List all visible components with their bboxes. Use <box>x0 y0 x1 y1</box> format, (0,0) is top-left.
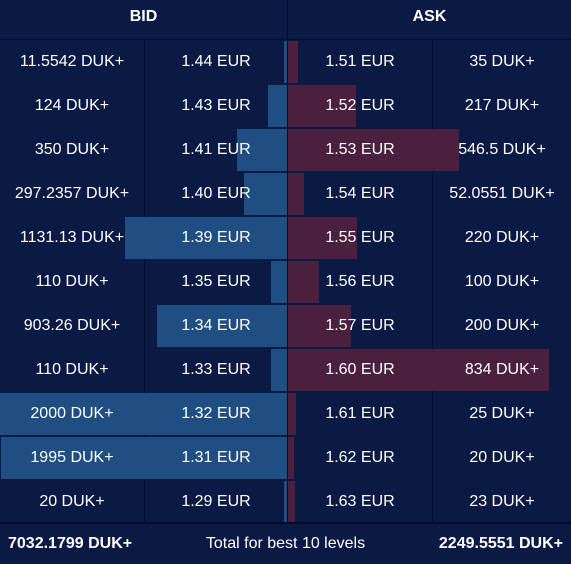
ask-price: 1.62 EUR <box>325 449 395 466</box>
bid-price: 1.29 EUR <box>181 493 251 510</box>
ask-depth-bar <box>288 129 459 171</box>
ask-size: 220 DUK+ <box>464 229 540 246</box>
center-divider <box>287 0 288 522</box>
bid-price: 1.41 EUR <box>181 141 251 158</box>
bid-size: 903.26 DUK+ <box>23 317 121 334</box>
order-book-row[interactable]: 350 DUK+ 1.41 EUR 1.53 EUR 546.5 DUK+ <box>0 128 571 172</box>
bid-price: 1.43 EUR <box>181 97 251 114</box>
bid-depth-bar <box>284 41 287 83</box>
ask-price: 1.63 EUR <box>325 493 395 510</box>
ask-size: 217 DUK+ <box>464 97 540 114</box>
bid-price: 1.35 EUR <box>181 273 251 290</box>
order-book-row[interactable]: 124 DUK+ 1.43 EUR 1.52 EUR 217 DUK+ <box>0 84 571 128</box>
order-book-row[interactable]: 110 DUK+ 1.35 EUR 1.56 EUR 100 DUK+ <box>0 260 571 304</box>
ask-price: 1.51 EUR <box>325 53 395 70</box>
ask-size: 35 DUK+ <box>469 53 535 70</box>
ask-column-divider <box>432 40 433 522</box>
ask-total: 2249.5551 DUK+ <box>438 535 563 552</box>
ask-depth-bar <box>288 305 351 347</box>
bid-size: 110 DUK+ <box>35 361 109 378</box>
ask-depth-bar <box>288 173 304 215</box>
ask-column-header[interactable]: ASK <box>412 8 447 25</box>
bid-size: 11.5542 DUK+ <box>19 53 125 70</box>
ask-size: 20 DUK+ <box>469 449 535 466</box>
bid-price: 1.44 EUR <box>181 53 251 70</box>
bid-size: 20 DUK+ <box>39 493 105 510</box>
ask-depth-bar <box>288 41 298 83</box>
ask-price: 1.52 EUR <box>325 97 395 114</box>
bid-depth-bar <box>284 481 287 523</box>
bid-size: 1995 DUK+ <box>30 449 114 466</box>
ask-price: 1.53 EUR <box>325 141 395 158</box>
order-book-row[interactable]: 20 DUK+ 1.29 EUR 1.63 EUR 23 DUK+ <box>0 480 571 524</box>
bid-depth-bar <box>157 305 287 347</box>
bid-column-header[interactable]: BID <box>129 8 158 25</box>
ask-depth-bar <box>288 261 319 303</box>
bid-size: 1131.13 DUK+ <box>19 229 125 246</box>
bid-size: 110 DUK+ <box>35 273 109 290</box>
ask-price: 1.56 EUR <box>325 273 395 290</box>
bid-size: 124 DUK+ <box>34 97 110 114</box>
ask-depth-bar <box>288 217 357 259</box>
ask-price: 1.55 EUR <box>325 229 395 246</box>
ask-depth-bar <box>288 85 356 127</box>
bid-price: 1.39 EUR <box>181 229 251 246</box>
order-book-row[interactable]: 1995 DUK+ 1.31 EUR 1.62 EUR 20 DUK+ <box>0 436 571 480</box>
total-label: Total for best 10 levels <box>205 535 366 552</box>
order-book-row[interactable]: 110 DUK+ 1.33 EUR 1.60 EUR 834 DUK+ <box>0 348 571 392</box>
order-book-row[interactable]: 2000 DUK+ 1.32 EUR 1.61 EUR 25 DUK+ <box>0 392 571 436</box>
ask-size: 200 DUK+ <box>464 317 540 334</box>
bid-column-divider <box>144 40 145 522</box>
bid-price: 1.33 EUR <box>181 361 251 378</box>
bid-size: 350 DUK+ <box>34 141 110 158</box>
bid-size: 297.2357 DUK+ <box>14 185 130 202</box>
bid-depth-bar <box>237 129 287 171</box>
ask-size: 25 DUK+ <box>469 405 535 422</box>
bid-depth-bar <box>268 85 287 127</box>
ask-size: 23 DUK+ <box>469 493 535 510</box>
ask-price: 1.57 EUR <box>325 317 395 334</box>
bid-price: 1.40 EUR <box>181 185 251 202</box>
bid-price: 1.32 EUR <box>181 405 251 422</box>
ask-size: 100 DUK+ <box>464 273 540 290</box>
order-book-row[interactable]: 11.5542 DUK+ 1.44 EUR 1.51 EUR 35 DUK+ <box>0 40 571 84</box>
bid-depth-bar <box>244 173 287 215</box>
bid-total: 7032.1799 DUK+ <box>8 535 133 552</box>
ask-price: 1.60 EUR <box>325 361 395 378</box>
ask-size: 546.5 DUK+ <box>458 141 546 158</box>
order-book-row[interactable]: 297.2357 DUK+ 1.40 EUR 1.54 EUR 52.0551 DUK… <box>0 172 571 216</box>
ask-depth-bar <box>288 437 294 479</box>
bid-depth-bar <box>271 261 287 303</box>
order-book-row[interactable]: 1131.13 DUK+ 1.39 EUR 1.55 EUR 220 DUK+ <box>0 216 571 260</box>
bid-price: 1.34 EUR <box>181 317 251 334</box>
ask-size: 52.0551 DUK+ <box>449 185 555 202</box>
ask-price: 1.61 EUR <box>325 405 395 422</box>
ask-depth-bar <box>288 481 295 523</box>
bid-price: 1.31 EUR <box>181 449 251 466</box>
bid-size: 2000 DUK+ <box>30 405 114 422</box>
bid-depth-bar <box>125 217 287 259</box>
bid-depth-bar <box>0 393 287 435</box>
order-book-row[interactable]: 903.26 DUK+ 1.34 EUR 1.57 EUR 200 DUK+ <box>0 304 571 348</box>
order-book-footer: 7032.1799 DUK+ Total for best 10 levels … <box>0 522 571 559</box>
ask-depth-bar <box>288 349 549 391</box>
bid-depth-bar <box>1 437 287 479</box>
ask-depth-bar <box>288 393 296 435</box>
ask-price: 1.54 EUR <box>325 185 395 202</box>
order-book-header: BID ASK <box>0 0 571 40</box>
bid-depth-bar <box>271 349 287 391</box>
ask-size: 834 DUK+ <box>464 361 540 378</box>
